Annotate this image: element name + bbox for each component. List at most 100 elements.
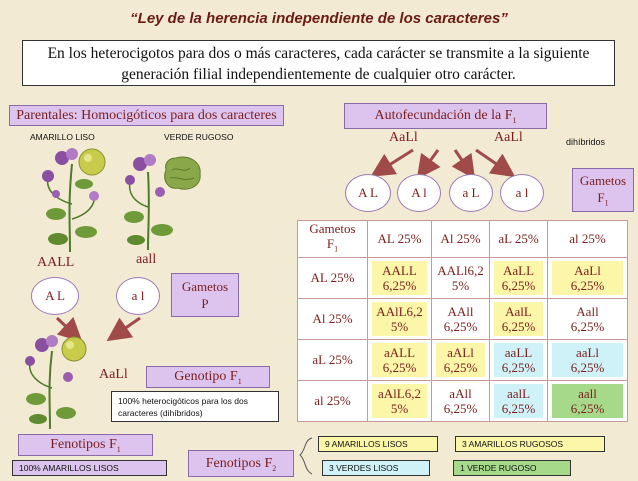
punnett-col-header: aL 25% bbox=[489, 220, 548, 258]
punnett-cell: aALl 6,25% bbox=[431, 338, 490, 381]
punnett-cell-line: aaLl bbox=[575, 344, 600, 360]
punnett-cell: AAll 6,25% bbox=[431, 297, 490, 340]
arrow-to-gamete-4 bbox=[475, 148, 516, 178]
gametos-p-line-2: P bbox=[201, 296, 209, 311]
punnett-row: aL 25% aALL 6,25% aALl 6,25% aaLL 6,25% aaLl 6,2… bbox=[297, 338, 628, 381]
punnett-cell-line: aall bbox=[578, 385, 597, 401]
punnett-row-header: aL 25% bbox=[297, 338, 368, 381]
punnett-corner-sub: 1 bbox=[334, 244, 339, 254]
fenotipos-f1-sub: 1 bbox=[116, 444, 121, 454]
punnett-cell-content: AAll 6,25% bbox=[436, 302, 485, 336]
verde-rugoso-label: VERDE RUGOSO bbox=[164, 132, 234, 142]
punnett-row-header: al 25% bbox=[297, 379, 368, 422]
punnett-body: AL 25% AALL 6,25% AALl6,2 5% AaLL 6,25% AaLl 6,2… bbox=[297, 256, 628, 422]
arrow-to-gamete-3 bbox=[451, 149, 476, 180]
fenotipos-f1-text: Fenotipos F bbox=[50, 437, 117, 452]
punnett-cell: AaLL 6,25% bbox=[489, 256, 548, 299]
parent-gamete-AL: A L bbox=[31, 277, 79, 315]
f1-note-line-1: 100% heterocigóticos para los dos bbox=[118, 396, 248, 406]
punnett-cell-line: 6,25% bbox=[443, 359, 478, 375]
punnett-cell-line: Aall bbox=[576, 303, 599, 319]
law-statement-box: En los heterocigotos para dos o más cara… bbox=[22, 40, 615, 86]
fenotipos-f2-text: Fenotipos F bbox=[205, 456, 273, 471]
f2-result-verdes-lisos: 3 VERDES LISOS bbox=[322, 460, 430, 476]
punnett-cell-line: 6,25% bbox=[382, 359, 417, 375]
f1-note-line-2: caracteres (dihíbridos) bbox=[118, 408, 203, 418]
punnett-cell-line: aAlL6,2 bbox=[378, 385, 421, 401]
punnett-cell-line: 6,25% bbox=[382, 277, 417, 293]
punnett-cell: aaLL 6,25% bbox=[489, 338, 548, 381]
punnett-row: al 25% aAlL6,2 5% aAll 6,25% aalL 6,25% aall 6,2… bbox=[297, 379, 628, 422]
punnett-cell: aall 6,25% bbox=[547, 379, 628, 422]
autofecundacion-label: Autofecundación de la F1 bbox=[344, 103, 547, 129]
f2-result-amarillos-rugosos: 3 AMARILLOS RUGOSOS bbox=[455, 436, 605, 452]
gametos-f1-line-2: F bbox=[597, 190, 605, 205]
fenotipos-f1-label: Fenotipos F1 bbox=[18, 434, 153, 456]
punnett-cell-line: aAll bbox=[449, 385, 472, 401]
punnett-cell-content: Aall 6,25% bbox=[552, 302, 623, 336]
punnett-col-header: al 25% bbox=[547, 220, 628, 258]
punnett-cell: AAlL6,2 5% bbox=[367, 297, 432, 340]
punnett-cell: aAll 6,25% bbox=[431, 379, 490, 422]
punnett-cell-line: AAlL6,2 bbox=[376, 303, 423, 319]
punnett-corner: Gametos F1 bbox=[297, 220, 368, 258]
f1-gamete-2: A l bbox=[397, 174, 441, 212]
genotipo-f1-text: Genotipo F bbox=[174, 369, 238, 384]
slide-title: “Ley de la herencia independiente de los… bbox=[130, 10, 508, 27]
f1-gamete-3: a L bbox=[449, 174, 493, 212]
punnett-cell: aALL 6,25% bbox=[367, 338, 432, 381]
punnett-cell-content: aALl 6,25% bbox=[436, 342, 485, 377]
punnett-cell-line: aALL bbox=[383, 344, 416, 360]
punnett-cell-line: AalL bbox=[505, 303, 532, 319]
punnett-cell-content: AAlL6,2 5% bbox=[372, 301, 427, 336]
punnett-cell-line: aALl bbox=[447, 344, 474, 360]
punnett-cell-line: 5% bbox=[390, 318, 409, 334]
punnett-cell-line: 5% bbox=[390, 400, 409, 416]
punnett-cell: AaLl 6,25% bbox=[547, 256, 628, 299]
punnett-cell: AALL 6,25% bbox=[367, 256, 432, 299]
punnett-row: Al 25% AAlL6,2 5% AAll 6,25% AalL 6,25% Aall 6,2… bbox=[297, 297, 628, 340]
punnett-cell-line: AALl6,2 bbox=[437, 262, 484, 278]
punnett-cell-line: 6,25% bbox=[501, 400, 536, 416]
punnett-cell-content: aaLl 6,25% bbox=[552, 342, 623, 377]
parent-genotype-dominant: AALL bbox=[37, 255, 75, 270]
punnett-cell-content: AaLl 6,25% bbox=[552, 260, 623, 295]
parent-gamete-al: a l bbox=[116, 277, 160, 315]
punnett-cell-content: aall 6,25% bbox=[552, 383, 623, 418]
parent-genotype-recessive: aall bbox=[136, 252, 157, 267]
gametos-f1-sub: 1 bbox=[604, 198, 609, 208]
punnett-col-header: Al 25% bbox=[431, 220, 490, 258]
autofecundacion-sub: 1 bbox=[512, 115, 517, 125]
punnett-square: Gametos F1 AL 25% Al 25% aL 25% al 25% A… bbox=[297, 220, 628, 422]
autofecundacion-text: Autofecundación de la F bbox=[374, 108, 513, 123]
f1-result: 100% AMARILLOS LISOS bbox=[12, 460, 167, 476]
self-cross-left-genotype: AaLl bbox=[389, 130, 418, 145]
punnett-cell-content: AALL 6,25% bbox=[372, 260, 427, 295]
amarillo-liso-label: AMARILLO LISO bbox=[30, 132, 95, 142]
punnett-cell-content: aAlL6,2 5% bbox=[372, 383, 427, 418]
fenotipos-f2-label: Fenotipos F2 bbox=[188, 450, 294, 477]
punnett-cell-line: 6,25% bbox=[443, 400, 478, 416]
f2-brace bbox=[299, 437, 313, 475]
punnett-cell: aAlL6,2 5% bbox=[367, 379, 432, 422]
gametos-f1-box: Gametos F1 bbox=[572, 168, 634, 212]
punnett-cell-line: AaLL bbox=[502, 262, 535, 278]
f1-genotype: AaLl bbox=[99, 367, 128, 382]
arrow-to-gamete-2 bbox=[416, 149, 441, 180]
f2-result-verde-rugoso: 1 VERDE RUGOSO bbox=[453, 460, 571, 476]
punnett-cell-line: 6,25% bbox=[570, 318, 605, 334]
gametos-p-line-1: Gametos bbox=[181, 279, 229, 294]
f2-result-amarillos-lisos: 9 AMARILLOS LISOS bbox=[318, 436, 438, 452]
f1-note-box: 100% heterocigóticos para los dos caract… bbox=[111, 391, 279, 422]
punnett-cell-content: AALl6,2 5% bbox=[436, 261, 485, 295]
punnett-row-header: Al 25% bbox=[297, 297, 368, 340]
punnett-corner-line-2: F bbox=[326, 236, 335, 251]
f1-gamete-4: a l bbox=[500, 174, 544, 212]
punnett-cell-content: aAll 6,25% bbox=[436, 384, 485, 418]
punnett-cell-line: 6,25% bbox=[501, 318, 536, 334]
arrow-al-to-f1 bbox=[106, 316, 141, 342]
punnett-cell-line: 6,25% bbox=[570, 277, 605, 293]
punnett-cell: aalL 6,25% bbox=[489, 379, 548, 422]
arrow-to-gamete-1 bbox=[370, 148, 414, 177]
